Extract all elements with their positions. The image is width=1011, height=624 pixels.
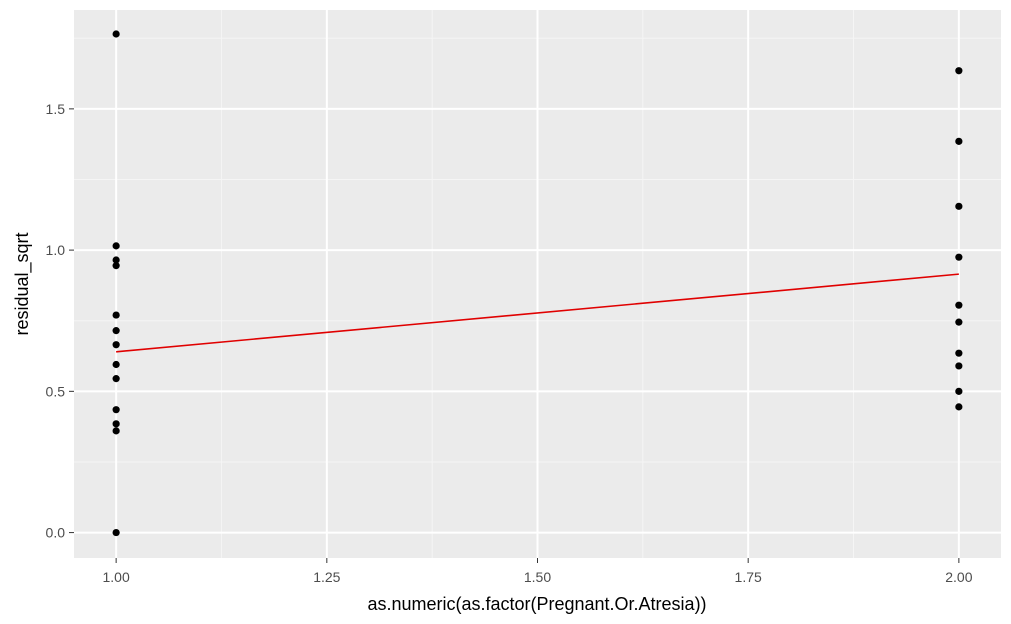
y-tick-label: 1.0 [46,242,66,258]
data-point [112,420,120,428]
data-point [112,262,120,270]
data-point [112,427,120,435]
data-point [955,253,963,261]
data-point [955,137,963,145]
data-point [955,202,963,210]
y-tick-label: 0.5 [46,383,66,399]
data-point [955,301,963,309]
data-point [955,349,963,357]
data-point [955,403,963,411]
trend-line [116,273,959,353]
data-point [112,341,120,349]
data-point [955,318,963,326]
x-axis-title: as.numeric(as.factor(Pregnant.Or.Atresia… [367,594,706,614]
data-point [112,30,120,38]
y-axis-ticks: 0.0 0.5 1.0 1.5 [46,101,74,541]
data-point [112,242,120,250]
y-axis-title: residual_sqrt [12,232,33,335]
x-tick-label: 2.00 [945,569,972,585]
major-gridlines [74,10,1001,558]
data-point [112,528,120,537]
x-tick-label: 1.25 [313,569,340,585]
data-point [955,67,963,75]
y-tick-label: 1.5 [46,101,66,117]
x-tick-label: 1.75 [735,569,762,585]
trend-line-layer [116,273,959,353]
data-point [112,375,120,383]
data-points [112,30,963,537]
data-point [112,406,120,414]
data-point [955,362,963,370]
x-axis-ticks: 1.00 1.25 1.50 1.75 2.00 [103,558,973,585]
data-point [112,311,120,319]
x-tick-label: 1.50 [524,569,551,585]
data-point [112,327,120,335]
y-tick-label: 0.0 [46,525,66,541]
data-point [955,387,963,395]
data-point [112,256,120,264]
x-tick-label: 1.00 [103,569,130,585]
data-point [112,360,120,369]
